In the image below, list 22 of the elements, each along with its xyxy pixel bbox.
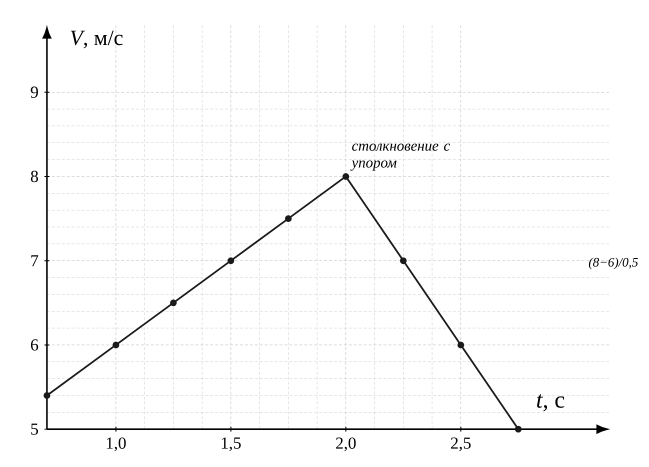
point bbox=[44, 392, 50, 399]
point bbox=[170, 299, 177, 306]
x-tick-label: 1,5 bbox=[222, 437, 241, 452]
annotation: столкновение с упором bbox=[350, 144, 450, 171]
point bbox=[400, 257, 407, 264]
point bbox=[284, 215, 292, 222]
x-axis-title: t, с bbox=[537, 394, 564, 412]
point bbox=[228, 257, 234, 264]
y-tick-label: 5 bbox=[31, 424, 38, 435]
point bbox=[457, 342, 464, 348]
x-tick-label: 2,5 bbox=[451, 437, 471, 452]
y-axis-title: V, м/с bbox=[70, 30, 123, 48]
y-tick-label: 6 bbox=[30, 339, 38, 351]
point bbox=[514, 426, 522, 433]
x-tick-label: 2,0 bbox=[336, 437, 356, 452]
point bbox=[342, 173, 350, 180]
y-tick-label: 9 bbox=[30, 86, 38, 98]
y-tick-label: 8 bbox=[30, 170, 38, 182]
y-tick-label: 7 bbox=[31, 255, 38, 266]
annotation: (8−6)/0,5 bbox=[588, 258, 638, 270]
point bbox=[112, 342, 120, 348]
x-tick-label: 1,0 bbox=[106, 437, 126, 452]
